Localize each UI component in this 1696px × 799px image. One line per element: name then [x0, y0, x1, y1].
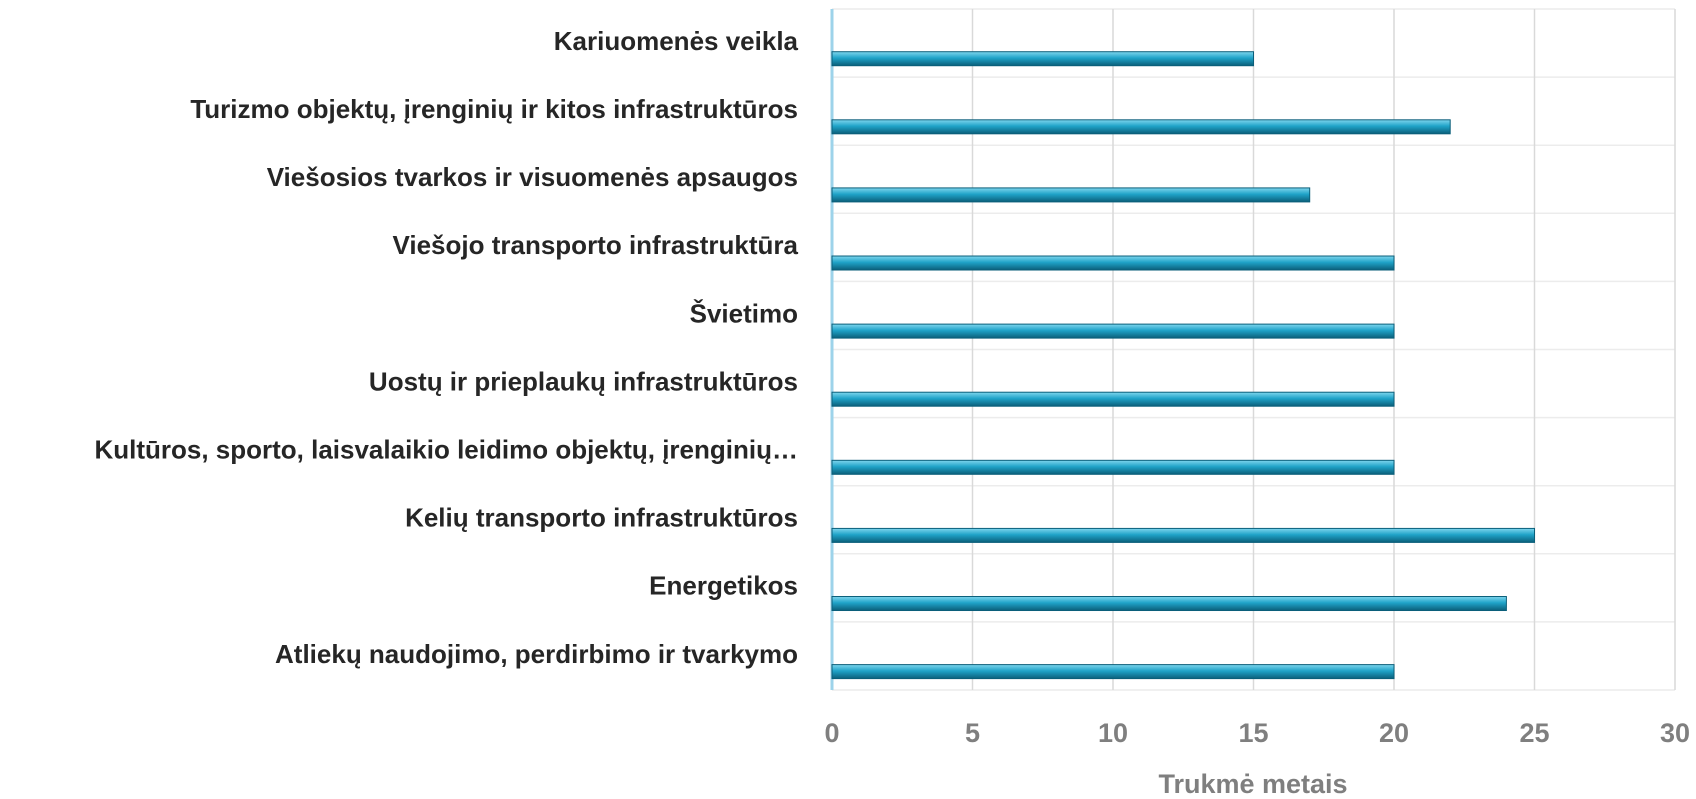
y-tick-label: Turizmo objektų, įrenginių ir kitos infr…: [190, 94, 798, 124]
bar: [831, 187, 1311, 203]
bar: [831, 596, 1507, 612]
y-tick-label: Kelių transporto infrastruktūros: [405, 503, 798, 533]
x-tick-label: 25: [1519, 718, 1549, 748]
bar: [831, 527, 1535, 543]
y-tick-label: Viešojo transporto infrastruktūra: [393, 230, 799, 260]
bar: [831, 391, 1395, 407]
bar: [831, 459, 1395, 475]
bar: [831, 323, 1395, 339]
y-tick-label: Energetikos: [649, 571, 798, 601]
x-tick-label: 15: [1238, 718, 1268, 748]
y-tick-label: Uostų ir prieplaukų infrastruktūros: [369, 366, 798, 396]
bar: [831, 119, 1451, 135]
x-axis-title: Trukmė metais: [1158, 769, 1347, 799]
y-tick-label: Kultūros, sporto, laisvalaikio leidimo o…: [94, 435, 798, 465]
y-tick-label: Švietimo: [690, 298, 798, 328]
x-tick-label: 30: [1660, 718, 1690, 748]
x-tick-label: 20: [1379, 718, 1409, 748]
x-tick-label: 5: [965, 718, 980, 748]
bar: [831, 255, 1395, 271]
y-tick-label: Viešosios tvarkos ir visuomenės apsaugos: [267, 162, 798, 192]
x-tick-label: 0: [824, 718, 839, 748]
y-tick-label: Kariuomenės veikla: [554, 26, 799, 56]
y-tick-label: Atliekų naudojimo, perdirbimo ir tvarkym…: [275, 639, 798, 669]
bar: [831, 664, 1395, 680]
x-tick-label: 10: [1098, 718, 1128, 748]
bar: [831, 51, 1254, 67]
